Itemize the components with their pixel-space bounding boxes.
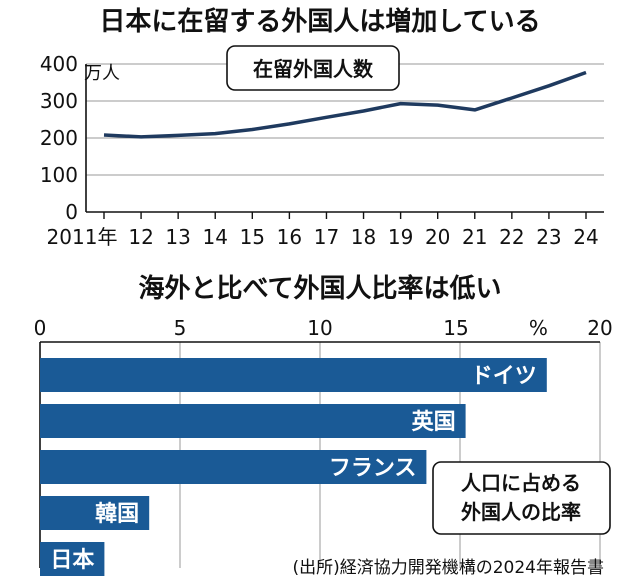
bar-chart-x-tick-label: % [529, 316, 548, 340]
line-chart-x-tick-label: 19 [388, 225, 413, 249]
line-chart-x-tick-label: 18 [351, 225, 376, 249]
source-note: (出所)経済協力開発機構の2024年報告書 [292, 558, 604, 578]
bar [40, 496, 150, 530]
line-chart-y-tick-label: 200 [40, 126, 78, 150]
legend-note-line-2: 外国人の比率 [461, 500, 581, 524]
bar [40, 404, 466, 438]
line-chart-x-tick-label: 20 [425, 225, 450, 249]
line-chart-y-tick-label: 0 [65, 200, 78, 224]
line-chart-x-tick-label: 14 [203, 225, 228, 249]
line-chart-title: 日本に在留する外国人は増加している [99, 7, 540, 37]
line-chart-y-tick-labels: 0 100 200 300 400 [40, 52, 78, 224]
bar-category-label: 韓国 [95, 501, 139, 527]
bar-chart-x-tick-label: 20 [587, 316, 612, 340]
line-chart-x-tick-label: 16 [277, 225, 302, 249]
line-chart-x-tick-label: 2011年 [47, 225, 118, 249]
bar-category-label: フランス [329, 456, 417, 481]
bar-chart-x-tick-label: 0 [34, 316, 47, 340]
bar-chart-bars [40, 358, 547, 576]
bar [40, 358, 547, 392]
line-chart-y-tick-label: 300 [40, 89, 78, 113]
line-chart-x-tick-label: 22 [499, 225, 524, 249]
bar [40, 542, 105, 576]
line-chart-x-tick-label: 23 [536, 225, 561, 249]
line-chart-x-tick-label: 12 [128, 225, 153, 249]
bar-chart-x-tick-label: 15 [443, 316, 468, 340]
line-chart-x-tick-label: 21 [462, 225, 487, 249]
line-chart-y-tick-label: 400 [40, 52, 78, 76]
line-chart-x-tick-marks [103, 212, 587, 219]
bar-category-label: 日本 [50, 548, 94, 573]
line-chart-x-tick-label: 13 [165, 225, 190, 249]
bar [40, 450, 427, 484]
line-chart-y-tick-label: 100 [40, 163, 78, 187]
line-chart-x-tick-label: 15 [240, 225, 265, 249]
line-chart-x-tick-label: 24 [573, 225, 598, 249]
series-label: 在留外国人数 [253, 57, 374, 81]
bar-chart-x-tick-label: 5 [174, 316, 187, 340]
line-chart-unit-label: 万人 [84, 63, 120, 84]
line-chart-x-tick-label: 17 [314, 225, 339, 249]
bar-category-label: ドイツ [471, 364, 537, 389]
bar-category-label: 英国 [412, 410, 456, 435]
line-chart-x-tick-labels: 2011年 12 13 14 15 16 17 18 19 20 21 22 23 24 [47, 225, 599, 249]
legend-note-line-1: 人口に占める [461, 471, 581, 495]
series-label-box [226, 45, 400, 91]
line-series [103, 70, 587, 139]
bar-chart-x-tick-labels: 0 5 10 15% 20 [34, 316, 613, 340]
legend-note-box [432, 461, 611, 535]
bar-chart-title: 海外と比べて外国人比率は低い [139, 273, 502, 304]
bar-chart-x-tick-label: 10 [307, 316, 332, 340]
line-chart-points [103, 72, 587, 137]
